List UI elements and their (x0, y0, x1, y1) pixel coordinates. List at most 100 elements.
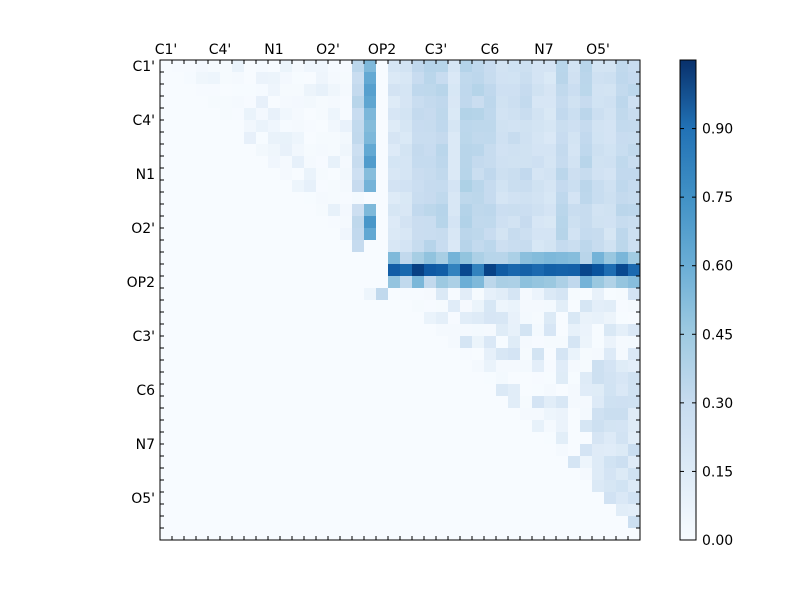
heatmap-cell (544, 228, 557, 241)
heatmap-cell (508, 96, 521, 109)
heatmap-cell (316, 456, 329, 469)
heatmap-cell (628, 528, 641, 541)
heatmap-cell (484, 348, 497, 361)
heatmap-cell (616, 408, 629, 421)
heatmap-cell (544, 348, 557, 361)
heatmap-cell (412, 336, 425, 349)
heatmap-cell (472, 288, 485, 301)
heatmap-cell (316, 84, 329, 97)
heatmap-cell (220, 240, 233, 253)
heatmap-cell (508, 120, 521, 133)
heatmap-cell (424, 264, 437, 277)
heatmap-cell (484, 276, 497, 289)
heatmap-cell (496, 264, 509, 277)
heatmap-cell (400, 480, 413, 493)
heatmap-cell (592, 300, 605, 313)
heatmap-cell (448, 480, 461, 493)
heatmap-cell (448, 144, 461, 157)
heatmap-cell (184, 312, 197, 325)
heatmap-cell (496, 396, 509, 409)
heatmap-cell (196, 492, 209, 505)
heatmap-cell (220, 156, 233, 169)
heatmap-cell (448, 420, 461, 433)
heatmap-cell (268, 408, 281, 421)
heatmap-cell (304, 264, 317, 277)
heatmap-cell (172, 516, 185, 529)
heatmap-cell (424, 300, 437, 313)
heatmap-cell (496, 216, 509, 229)
heatmap-cell (352, 216, 365, 229)
heatmap-cell (280, 156, 293, 169)
heatmap-cell (304, 516, 317, 529)
heatmap-cell (304, 276, 317, 289)
heatmap-cell (568, 216, 581, 229)
heatmap-cell (364, 60, 377, 73)
heatmap-cell (460, 432, 473, 445)
heatmap-cell (376, 60, 389, 73)
heatmap-cell (508, 360, 521, 373)
heatmap-cell (556, 468, 569, 481)
heatmap-cell (484, 492, 497, 505)
heatmap-cell (388, 228, 401, 241)
heatmap-cell (220, 276, 233, 289)
heatmap-cell (412, 312, 425, 325)
heatmap-cell (184, 420, 197, 433)
heatmap-cell (568, 108, 581, 121)
heatmap-cell (340, 228, 353, 241)
heatmap-cell (436, 96, 449, 109)
heatmap-cell (364, 204, 377, 217)
heatmap-cell (568, 252, 581, 265)
heatmap-cell (232, 492, 245, 505)
heatmap-cell (508, 72, 521, 85)
heatmap-cell (316, 348, 329, 361)
heatmap-cell (592, 324, 605, 337)
heatmap-cell (280, 372, 293, 385)
heatmap-cell (388, 468, 401, 481)
heatmap-cell (472, 156, 485, 169)
heatmap-cell (544, 360, 557, 373)
heatmap-cell (616, 144, 629, 157)
heatmap-cell (292, 264, 305, 277)
heatmap-cell (412, 276, 425, 289)
heatmap-cell (544, 180, 557, 193)
heatmap-cell (580, 240, 593, 253)
heatmap-cell (532, 468, 545, 481)
heatmap-cell (256, 408, 269, 421)
heatmap-cell (208, 252, 221, 265)
heatmap-cell (172, 96, 185, 109)
heatmap-cell (244, 348, 257, 361)
heatmap-cell (544, 456, 557, 469)
heatmap-cell (520, 456, 533, 469)
heatmap-cell (172, 408, 185, 421)
heatmap-cell (604, 192, 617, 205)
heatmap-cell (484, 120, 497, 133)
heatmap-cell (352, 324, 365, 337)
heatmap-cell (232, 84, 245, 97)
heatmap-cell (520, 300, 533, 313)
heatmap-cell (532, 108, 545, 121)
heatmap-cell (568, 192, 581, 205)
heatmap-cell (568, 180, 581, 193)
heatmap-cell (568, 168, 581, 181)
heatmap-cell (256, 180, 269, 193)
heatmap-cell (472, 360, 485, 373)
heatmap-cell (532, 528, 545, 541)
heatmap-cell (568, 60, 581, 73)
heatmap-cell (244, 264, 257, 277)
heatmap-cell (568, 240, 581, 253)
heatmap-cell (604, 60, 617, 73)
heatmap-cell (448, 372, 461, 385)
heatmap-cell (592, 312, 605, 325)
heatmap-cell (604, 336, 617, 349)
heatmap-cell (520, 276, 533, 289)
heatmap-cell (208, 264, 221, 277)
heatmap-cell (208, 444, 221, 457)
heatmap-cell (400, 360, 413, 373)
heatmap-cell (580, 180, 593, 193)
heatmap-cell (436, 336, 449, 349)
heatmap-cell (484, 60, 497, 73)
heatmap-cell (160, 180, 173, 193)
heatmap-cell (208, 396, 221, 409)
heatmap-cell (184, 96, 197, 109)
heatmap-cell (556, 492, 569, 505)
